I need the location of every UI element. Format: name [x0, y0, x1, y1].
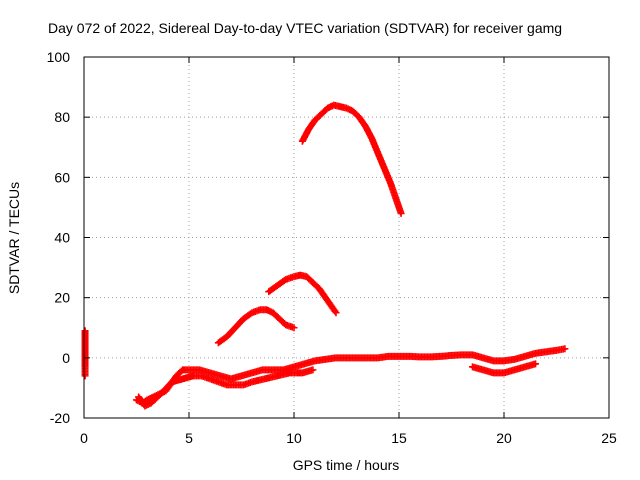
- y-axis-label: SDTVAR / TECUs: [6, 182, 22, 294]
- data-point: [561, 345, 569, 353]
- data-point: [332, 309, 340, 317]
- x-tick-label: 10: [286, 430, 302, 446]
- series-arc-peak-27: [265, 271, 340, 317]
- series-arc-main-spread: [135, 360, 539, 410]
- y-tick-label: 80: [54, 109, 70, 125]
- x-tick-label: 0: [80, 430, 88, 446]
- y-tick-label: 40: [54, 230, 70, 246]
- data-series: [81, 101, 569, 410]
- y-tick-label: 100: [47, 49, 71, 65]
- series-arc-peak-84: [298, 101, 405, 217]
- data-point: [532, 360, 539, 368]
- series-arc-peak-16: [214, 306, 298, 347]
- data-point: [309, 366, 317, 374]
- x-axis-label: GPS time / hours: [293, 457, 400, 473]
- y-tick-label: 20: [54, 290, 70, 306]
- series-start-points: [81, 327, 89, 380]
- x-tick-label: 20: [496, 430, 512, 446]
- ticks: 0 5 10 15 20 25 -20 0 20 40 60 80 100: [47, 49, 617, 446]
- data-point: [81, 372, 89, 380]
- chart-title: Day 072 of 2022, Sidereal Day-to-day VTE…: [48, 20, 562, 36]
- x-tick-label: 15: [391, 430, 407, 446]
- y-tick-label: 60: [54, 169, 70, 185]
- data-point: [397, 209, 405, 217]
- data-point: [331, 307, 339, 315]
- y-tick-label: -20: [50, 410, 70, 426]
- x-tick-label: 5: [185, 430, 193, 446]
- y-tick-label: 0: [62, 350, 70, 366]
- x-tick-label: 25: [601, 430, 617, 446]
- data-point: [290, 324, 298, 332]
